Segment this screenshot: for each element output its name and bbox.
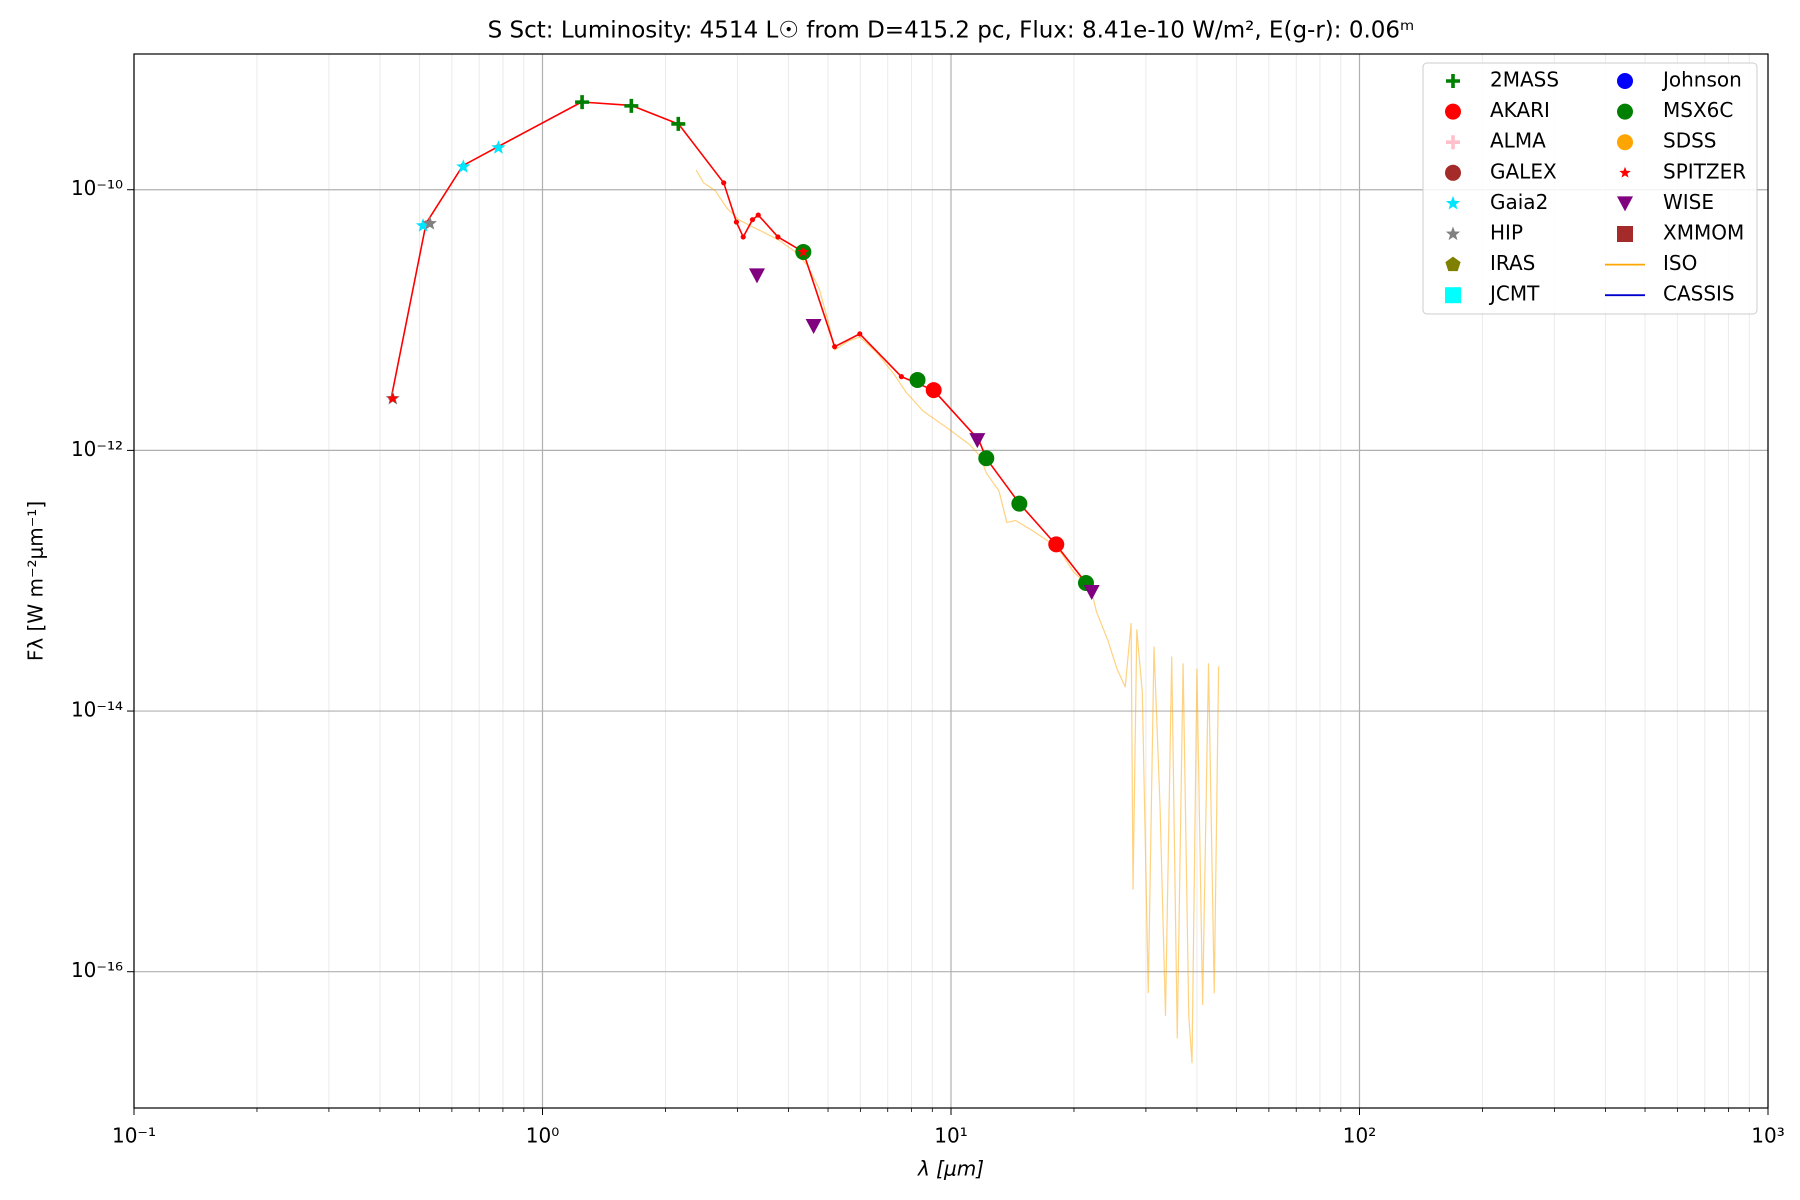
marker-circle [909, 371, 926, 388]
chart-title: S Sct: Luminosity: 4514 L☉ from D=415.2 … [488, 18, 1415, 44]
marker-star [415, 218, 431, 232]
y-tick-label: 10⁻¹² [71, 437, 123, 461]
legend-label: IRAS [1490, 251, 1535, 275]
series-line [390, 101, 1093, 593]
y-tick-label: 10⁻¹⁰ [71, 176, 123, 200]
marker-circle [1617, 134, 1633, 151]
x-axis-label: λ [μm] [917, 1157, 984, 1181]
legend-label: WISE [1663, 190, 1714, 214]
marker-star [456, 159, 471, 173]
legend: 2MASS AKARI ALMA GALEX Gaia2 HIP IRAS JCMT Johns… [1422, 62, 1758, 315]
grid [133, 54, 1769, 1108]
marker-circle [1048, 536, 1065, 553]
marker-plus [575, 95, 590, 110]
legend-label: Gaia2 [1490, 190, 1548, 214]
legend-label: SDSS [1663, 129, 1717, 153]
series-line [695, 169, 1220, 1064]
marker-dot [832, 344, 838, 350]
legend-label: ISO [1663, 251, 1697, 275]
legend-label: 2MASS [1490, 68, 1559, 92]
marker-triangle [969, 433, 986, 449]
legend-label: XMMOM [1663, 221, 1744, 245]
marker-plus [671, 116, 686, 131]
legend-label: MSX6C [1663, 98, 1733, 122]
ticks: 10⁻¹ 10⁰ 10¹ 10² 10³ 10⁻¹⁶ 10⁻¹⁴ 10⁻¹² 10⁻¹⁰ [71, 176, 1785, 1147]
legend-label: AKARI [1490, 98, 1550, 122]
marker-dot [857, 331, 863, 337]
legend-box [1422, 62, 1758, 315]
x-tick-label: 10⁰ [526, 1124, 559, 1148]
marker-square [1445, 287, 1461, 304]
legend-label: ALMA [1490, 129, 1546, 153]
marker-star [1445, 226, 1461, 241]
marker-dot [749, 217, 756, 223]
marker-dot [733, 219, 739, 225]
marker-star [797, 245, 810, 257]
plot-area [385, 95, 1220, 1064]
y-tick-label: 10⁻¹⁶ [71, 958, 123, 982]
y-axis-label: Fλ [W m⁻²μm⁻¹] [24, 501, 48, 661]
marker-dot [755, 212, 761, 218]
marker-circle [1445, 103, 1461, 120]
marker-star [387, 392, 399, 404]
marker-circle [1617, 103, 1633, 120]
marker-plus [1446, 74, 1460, 88]
legend-label: CASSIS [1663, 282, 1735, 306]
marker-circle [1617, 73, 1633, 89]
marker-star [422, 216, 437, 230]
marker-star [1619, 166, 1631, 178]
marker-triangle [1083, 584, 1100, 600]
marker-plus [1446, 135, 1460, 150]
x-tick-label: 10² [1343, 1124, 1376, 1148]
marker-circle [925, 382, 942, 399]
legend-label: SPITZER [1663, 159, 1746, 183]
marker-triangle [748, 268, 765, 284]
marker-dot [898, 374, 904, 380]
marker-star [491, 140, 506, 154]
marker-triangle [1617, 196, 1633, 212]
marker-triangle [805, 319, 822, 335]
marker-dot [721, 180, 727, 186]
marker-star [1445, 195, 1461, 210]
x-tick-label: 10⁻¹ [112, 1124, 156, 1148]
y-tick-label: 10⁻¹⁴ [71, 698, 123, 722]
legend-label: HIP [1490, 221, 1523, 245]
marker-dot [740, 234, 746, 240]
legend-label: GALEX [1490, 159, 1557, 183]
x-tick-label: 10³ [1751, 1124, 1784, 1148]
marker-circle [1445, 164, 1461, 181]
marker-square [1617, 226, 1633, 242]
legend-label: Johnson [1661, 68, 1742, 92]
legend-label: JCMT [1488, 282, 1540, 306]
marker-pentagon [1445, 256, 1461, 272]
marker-circle [978, 450, 995, 467]
marker-circle [1011, 495, 1028, 512]
x-tick-label: 10¹ [934, 1124, 967, 1148]
marker-dot [775, 234, 781, 240]
marker-plus [624, 98, 639, 113]
